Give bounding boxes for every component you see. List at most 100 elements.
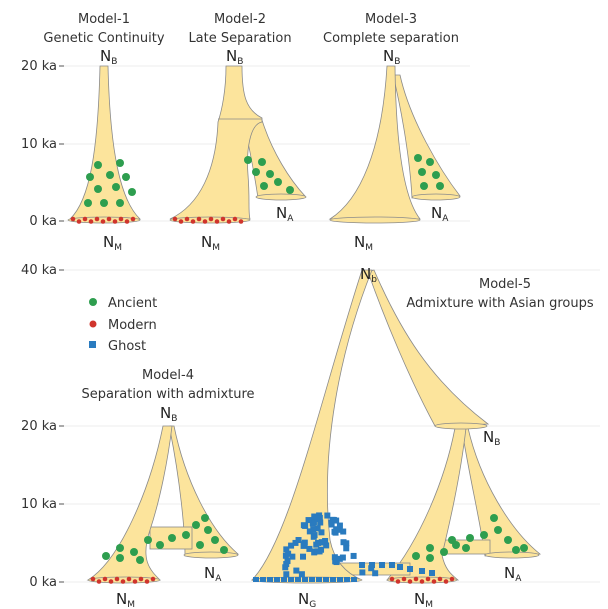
ancient-sample: [426, 554, 434, 562]
ghost-sample: [285, 551, 291, 557]
tick-label: 10 ka: [21, 137, 57, 152]
ghost-sample: [288, 543, 294, 549]
node-label: NA: [504, 564, 522, 584]
ghost-sample: [267, 577, 273, 582]
legend-label: Ancient: [108, 296, 157, 311]
ghost-sample: [281, 577, 287, 582]
modern-sample: [396, 579, 401, 584]
modern-sample: [109, 579, 114, 584]
figure: 20 ka 10 ka 0 ka 40 ka 20 ka 10 ka 0 ka …: [0, 0, 608, 609]
ancient-sample: [436, 182, 444, 190]
node-label: NA: [204, 564, 222, 584]
model-title: Model-3: [365, 12, 417, 27]
ghost-sample: [283, 561, 289, 567]
ghost-sample: [309, 577, 315, 582]
node-label: NM: [414, 590, 433, 609]
model-subtitle: Complete separation: [323, 31, 459, 46]
ghost-sample: [343, 545, 349, 551]
modern-sample: [113, 219, 118, 224]
modern-sample: [121, 579, 126, 584]
ancient-sample: [100, 199, 108, 207]
ghost-sample: [316, 577, 322, 582]
node-label: NB: [100, 47, 117, 67]
ancient-sample: [274, 178, 282, 186]
modern-sample: [408, 579, 413, 584]
sample-plate: [184, 552, 238, 558]
node-label: NA: [276, 204, 294, 224]
modern-sample: [402, 577, 407, 582]
modern-sample: [179, 219, 184, 224]
ancient-sample: [504, 536, 512, 544]
ancient-sample: [466, 534, 474, 542]
ghost-sample: [369, 562, 375, 568]
modern-sample: [95, 217, 100, 222]
ancient-sample: [412, 552, 420, 560]
legend: Ancient Modern Ghost: [89, 296, 157, 354]
modern-sample: [191, 219, 196, 224]
modern-sample: [203, 219, 208, 224]
ancient-sample: [494, 526, 502, 534]
model-subtitle: Admixture with Asian groups: [406, 296, 593, 311]
modern-sample: [185, 217, 190, 222]
ghost-sample: [407, 566, 413, 572]
ancient-sample: [480, 531, 488, 539]
modern-sample: [145, 579, 150, 584]
modern-sample: [197, 217, 202, 222]
sample-plate: [485, 552, 539, 558]
ancient-sample: [84, 199, 92, 207]
ancient-sample: [112, 183, 120, 191]
ancient-sample: [490, 514, 498, 522]
ghost-sample: [310, 526, 316, 532]
ancient-sample: [106, 171, 114, 179]
ancient-sample: [192, 521, 200, 529]
ghost-sample: [302, 577, 308, 582]
sample-plate: [330, 217, 420, 223]
population: [170, 66, 262, 219]
ghost-sample: [330, 577, 336, 582]
ghost-sample: [337, 577, 343, 582]
modern-sample: [89, 219, 94, 224]
ancient-sample: [266, 170, 274, 178]
ancient-sample: [156, 541, 164, 549]
ancient-sample: [128, 188, 136, 196]
modern-sample: [209, 217, 214, 222]
modern-sample: [115, 577, 120, 582]
ancient-sample: [130, 548, 138, 556]
node-label: NM: [201, 233, 220, 253]
population: [88, 426, 172, 580]
ghost-sample: [299, 571, 305, 577]
model-subtitle: Late Separation: [188, 31, 291, 46]
ghost-sample: [306, 517, 312, 523]
ghost-sample: [397, 564, 403, 570]
population: [70, 66, 140, 219]
modern-sample: [71, 217, 76, 222]
ancient-sample: [432, 171, 440, 179]
model-title: Model-5: [479, 277, 531, 292]
ancient-sample: [94, 161, 102, 169]
modern-sample: [97, 579, 102, 584]
ancient-sample: [244, 156, 252, 164]
node-label: NB: [226, 47, 243, 67]
ghost-sample: [323, 577, 329, 582]
modern-sample: [127, 577, 132, 582]
ghost-sample: [337, 556, 343, 562]
ancient-sample: [252, 168, 260, 176]
ghost-sample: [359, 562, 365, 568]
node-label: NM: [103, 233, 122, 253]
ghost-sample: [260, 577, 266, 582]
ghost-sample: [288, 577, 294, 582]
modern-sample: [227, 219, 232, 224]
modern-sample: [77, 219, 82, 224]
legend-marker: [89, 341, 96, 348]
model-title: Model-4: [142, 368, 194, 383]
ghost-sample: [329, 520, 335, 526]
model-subtitle: Genetic Continuity: [43, 31, 164, 46]
population: [368, 270, 488, 426]
node-label: NB: [160, 404, 177, 424]
node-label: Nb: [360, 265, 377, 285]
tick-label: 20 ka: [21, 419, 57, 434]
node-label: NA: [431, 204, 449, 224]
ghost-sample: [315, 516, 321, 522]
sample-plate: [435, 423, 487, 429]
ghost-sample: [313, 542, 319, 548]
